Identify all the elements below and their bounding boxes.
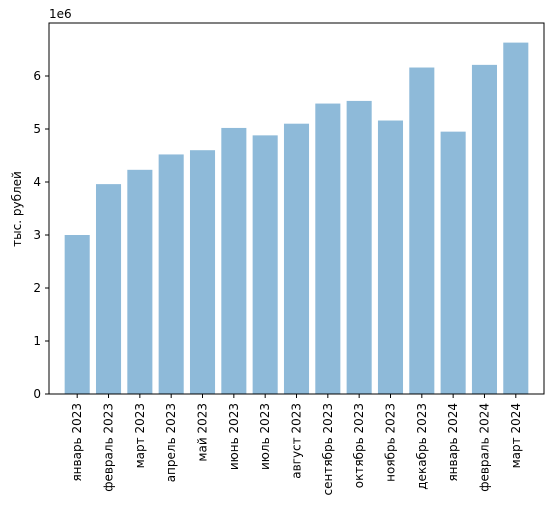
x-tick-label-9: октябрь 2023 bbox=[352, 403, 366, 488]
bar-2 bbox=[95, 184, 122, 394]
x-tick-label-11: декабрь 2023 bbox=[415, 403, 429, 490]
x-tick-label-12: январь 2024 bbox=[446, 403, 460, 482]
x-tick-label-5: июнь 2023 bbox=[227, 403, 241, 470]
bar-13 bbox=[440, 131, 466, 394]
bar-4 bbox=[158, 154, 184, 394]
x-tick-label-2: март 2023 bbox=[133, 403, 147, 468]
bar-7 bbox=[252, 135, 278, 395]
x-tick-label-4: май 2023 bbox=[196, 403, 210, 462]
axes-layer: 0 1 2 3 4 5 6 январь 2023 февраль 2023 март 2023 а… bbox=[33, 22, 545, 495]
bar-5 bbox=[189, 150, 216, 394]
y-tick-label-1: 1 bbox=[33, 334, 41, 348]
y-axis-offset-text: 1e6 bbox=[49, 7, 72, 21]
bar-14 bbox=[471, 64, 497, 395]
labels-layer: тыс. рублей 1e6 bbox=[10, 7, 72, 247]
x-tick-label-3: апрель 2023 bbox=[164, 403, 178, 482]
bar-15 bbox=[503, 42, 529, 395]
x-tick-label-14: март 2024 bbox=[509, 403, 523, 468]
y-axis-label: тыс. рублей bbox=[10, 171, 24, 247]
bar-8 bbox=[283, 123, 310, 394]
bar-9 bbox=[315, 103, 341, 394]
y-tick-label-2: 2 bbox=[33, 281, 41, 295]
bar-11 bbox=[377, 120, 404, 395]
y-tick-label-4: 4 bbox=[33, 175, 41, 189]
bar-1 bbox=[64, 235, 90, 394]
bar-6 bbox=[221, 127, 247, 394]
bar-12 bbox=[409, 67, 435, 395]
y-tick-label-6: 6 bbox=[33, 69, 41, 83]
x-tick-label-6: июль 2023 bbox=[258, 403, 272, 470]
y-tick-label-0: 0 bbox=[33, 387, 41, 401]
y-tick-label-5: 5 bbox=[33, 122, 41, 136]
y-tick-label-3: 3 bbox=[33, 228, 41, 242]
x-tick-label-8: сентябрь 2023 bbox=[321, 403, 335, 495]
x-tick-label-10: ноябрь 2023 bbox=[383, 403, 397, 482]
bar-10 bbox=[346, 100, 372, 394]
x-tick-label-0: январь 2023 bbox=[70, 403, 84, 482]
x-tick-label-1: февраль 2023 bbox=[102, 403, 116, 492]
x-tick-label-7: август 2023 bbox=[290, 403, 304, 479]
bar-3 bbox=[127, 169, 153, 394]
x-tick-label-13: февраль 2024 bbox=[477, 403, 491, 492]
bars-layer bbox=[64, 42, 529, 395]
